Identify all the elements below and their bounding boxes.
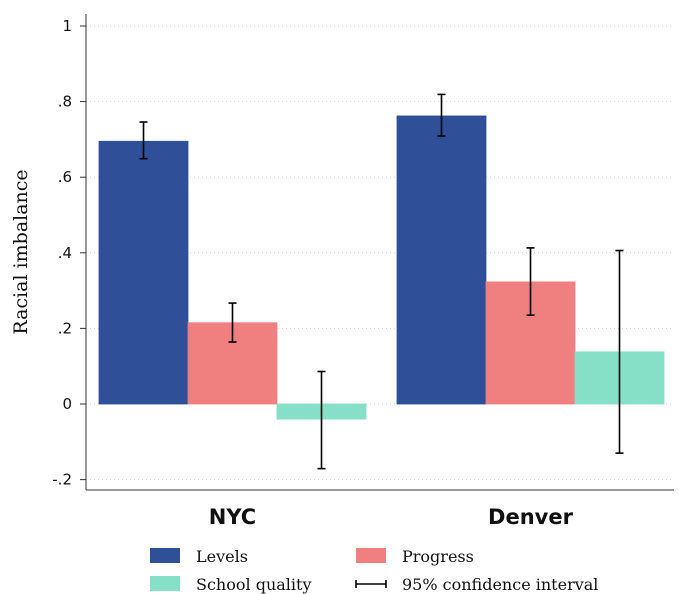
category-labels: NYC Denver [209, 505, 574, 529]
y-ticks: -.2 0 .2 .4 .6 .8 1 [52, 17, 86, 489]
y-axis-label: Racial imbalance [10, 169, 32, 334]
legend-label: School quality [196, 575, 311, 594]
legend-swatch [356, 548, 386, 563]
legend-swatch [150, 548, 180, 563]
confidence-intervals [139, 93, 624, 470]
bar-denver-levels [396, 115, 487, 405]
legend: Levels Progress School quality 95% confiden… [150, 547, 598, 594]
bars [98, 115, 665, 420]
legend-label: Progress [402, 547, 474, 566]
category-label: Denver [488, 505, 574, 529]
legend-label: Levels [196, 547, 248, 566]
legend-swatch [150, 576, 180, 591]
y-tick-label: -.2 [52, 471, 72, 489]
y-tick-label: .4 [58, 244, 72, 262]
bar-nyc-levels [98, 140, 189, 405]
category-label: NYC [209, 505, 256, 529]
y-tick-label: 1 [62, 17, 72, 35]
y-tick-label: .8 [58, 93, 72, 111]
y-tick-label: 0 [62, 395, 72, 413]
legend-label: 95% confidence interval [402, 575, 598, 594]
y-tick-label: .2 [58, 319, 72, 337]
y-tick-label: .6 [58, 168, 72, 186]
